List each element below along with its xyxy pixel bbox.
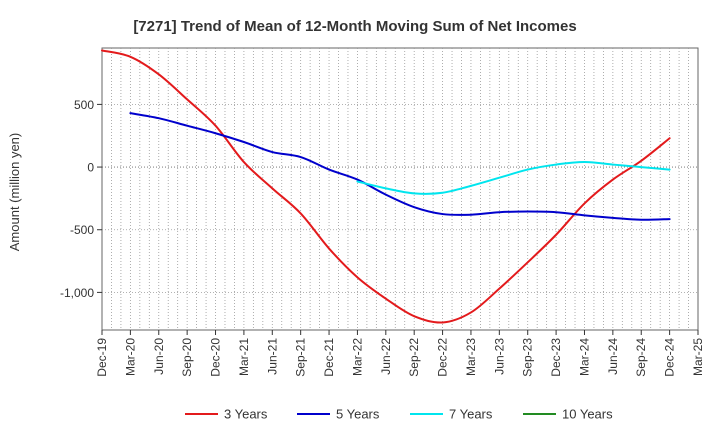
x-tick-label: Dec-19 [95, 338, 109, 377]
x-tick-label: Sep-21 [294, 338, 308, 377]
x-tick-label: Mar-23 [464, 338, 478, 376]
x-axis: Dec-19 Mar-20 Jun-20 Sep-20 Dec-20 Mar-21 Jun-… [95, 330, 705, 377]
x-tick-label: Jun-23 [492, 338, 506, 375]
x-tick-label: Jun-21 [265, 338, 279, 375]
y-tick-label: 0 [87, 161, 94, 175]
y-tick-label: 500 [74, 98, 94, 112]
x-tick-label: Sep-23 [521, 338, 535, 377]
chart-title: [7271] Trend of Mean of 12-Month Moving … [133, 18, 576, 35]
y-tick-label: -500 [70, 223, 94, 237]
x-tick-label: Dec-23 [549, 338, 563, 377]
x-tick-label: Dec-21 [322, 338, 336, 377]
y-axis: 500 0 -500 -1,000 [60, 98, 102, 300]
x-tick-label: Dec-24 [663, 338, 677, 377]
plot-frame [101, 47, 699, 331]
x-tick-label: Jun-20 [152, 338, 166, 375]
x-tick-label: Sep-20 [180, 338, 194, 377]
plot-background [102, 48, 698, 330]
x-tick-label: Dec-20 [209, 338, 223, 377]
legend-label-10-years: 10 Years [562, 407, 613, 422]
series-lines [101, 49, 671, 324]
x-tick-label: Mar-22 [350, 338, 364, 376]
series-line-7-years [356, 161, 671, 195]
y-axis-label: Amount (million yen) [7, 133, 22, 252]
legend-label-3-years: 3 Years [224, 407, 268, 422]
series-line-5-years [129, 112, 671, 221]
grid [102, 48, 698, 330]
x-tick-label: Jun-22 [379, 338, 393, 375]
x-tick-label: Sep-22 [407, 338, 421, 377]
x-tick-label: Mar-20 [123, 338, 137, 376]
x-tick-label: Mar-24 [577, 338, 591, 376]
legend-label-5-years: 5 Years [336, 407, 380, 422]
x-tick-label: Mar-25 [691, 338, 705, 376]
plot-area [101, 47, 699, 331]
x-tick-label: Mar-21 [237, 338, 251, 376]
legend-label-7-years: 7 Years [449, 407, 493, 422]
x-tick-label: Dec-22 [436, 338, 450, 377]
x-tick-label: Sep-24 [634, 338, 648, 377]
legend: 3 Years 5 Years 7 Years 10 Years [185, 407, 613, 422]
y-tick-label: -1,000 [60, 286, 94, 300]
series-line-3-years [101, 49, 671, 324]
x-tick-label: Jun-24 [606, 338, 620, 375]
